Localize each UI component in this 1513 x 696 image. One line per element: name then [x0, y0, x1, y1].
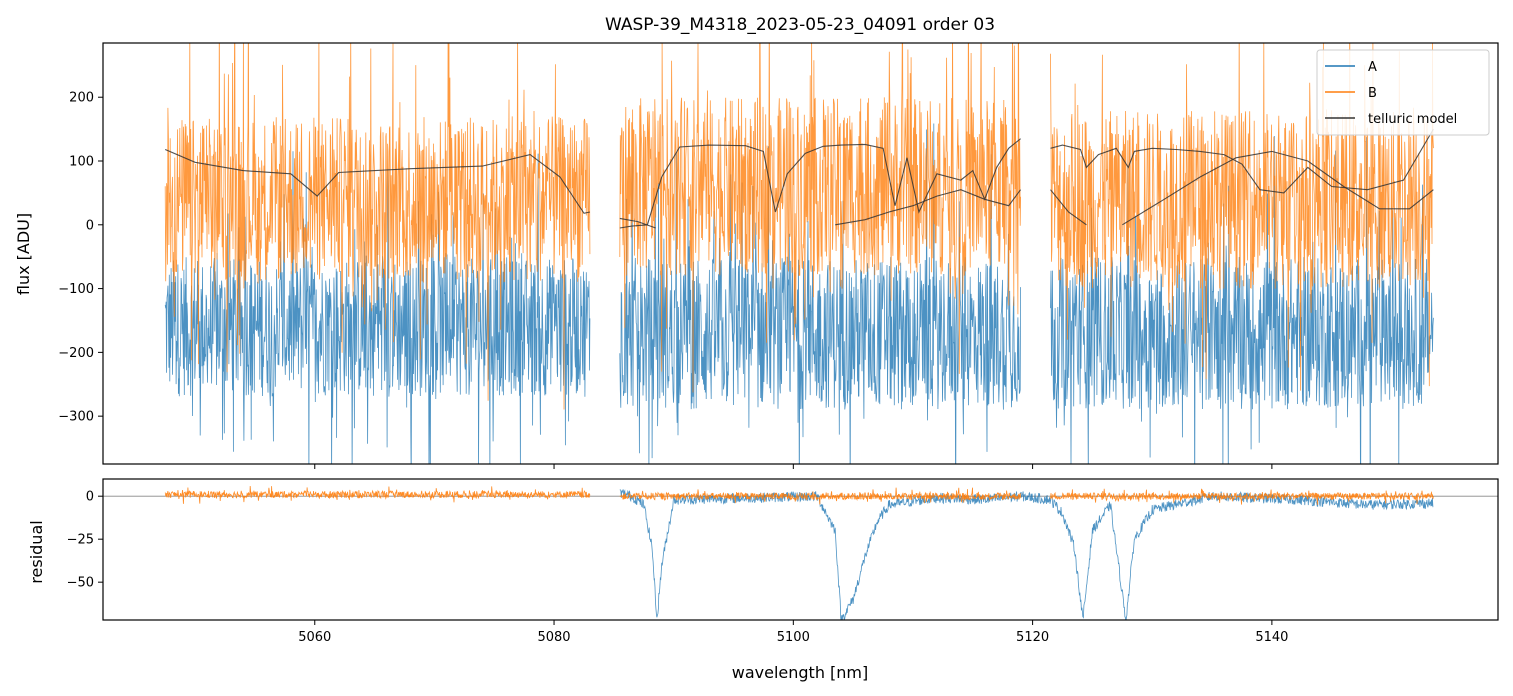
residual-x-ticks: 5060 5080 5100 5120 5140 [298, 620, 1288, 645]
residual-xtick-label: 5120 [1016, 630, 1049, 645]
legend-label-telluric: telluric model [1368, 112, 1457, 127]
flux-axes-frame [102, 42, 1499, 465]
residual-ytick-label: 0 [86, 490, 94, 505]
residual-xtick-label: 5060 [298, 630, 331, 645]
residual-y-ticks: −50 −25 0 [67, 490, 103, 591]
legend: A B telluric model [1316, 49, 1490, 136]
residual-xtick-label: 5080 [537, 630, 570, 645]
series-b-line [164, 43, 591, 410]
x-axis-label: wavelength [nm] [732, 663, 869, 682]
residual-ytick-label: −50 [67, 576, 94, 591]
flux-ytick-label: 200 [69, 91, 94, 106]
telluric-model-line [1050, 128, 1434, 194]
chart-title: WASP-39_M4318_2023-05-23_04091 order 03 [605, 15, 995, 35]
flux-x-ticks [314, 464, 1273, 469]
flux-ytick-label: −200 [58, 346, 94, 361]
series-a-line [619, 123, 1021, 464]
residual-b-line [619, 487, 1021, 505]
telluric-model-line [835, 189, 1022, 226]
residual-xtick-label: 5100 [777, 630, 810, 645]
residual-xtick-label: 5140 [1255, 630, 1288, 645]
residual-ytick-label: −25 [67, 533, 94, 548]
residual-panel: −50 −25 0 5060 5080 5100 5120 5140 residual [27, 478, 1499, 645]
residual-axes-frame [102, 478, 1499, 621]
residual-y-axis-label: residual [27, 520, 46, 583]
legend-label-b: B [1368, 86, 1377, 101]
series-b-line [619, 43, 1021, 393]
residual-b-line [164, 485, 591, 504]
telluric-model-line [619, 217, 656, 229]
telluric-model-line [619, 138, 1021, 229]
flux-ytick-label: −100 [58, 282, 94, 297]
legend-box [1316, 49, 1490, 136]
residual-plot-area [103, 485, 1498, 620]
flux-panel: −300 −200 −100 0 100 200 flux [ADU] A B tellu… [14, 42, 1499, 469]
flux-ytick-label: 100 [69, 155, 94, 170]
flux-y-ticks: −300 −200 −100 0 100 200 [58, 91, 103, 425]
series-a-line [1050, 135, 1434, 464]
flux-ytick-label: 0 [86, 218, 94, 233]
flux-y-axis-label: flux [ADU] [14, 213, 33, 295]
flux-ytick-label: −300 [58, 410, 94, 425]
series-b-line [1050, 43, 1434, 391]
residual-b-line [1050, 488, 1434, 505]
telluric-model-line [164, 148, 591, 214]
series-a-line [164, 151, 591, 464]
flux-plot-area [164, 43, 1434, 464]
residual-a-line [619, 489, 1434, 620]
legend-label-a: A [1368, 60, 1377, 75]
telluric-model-line [1050, 189, 1087, 226]
telluric-model-line [1122, 150, 1434, 226]
